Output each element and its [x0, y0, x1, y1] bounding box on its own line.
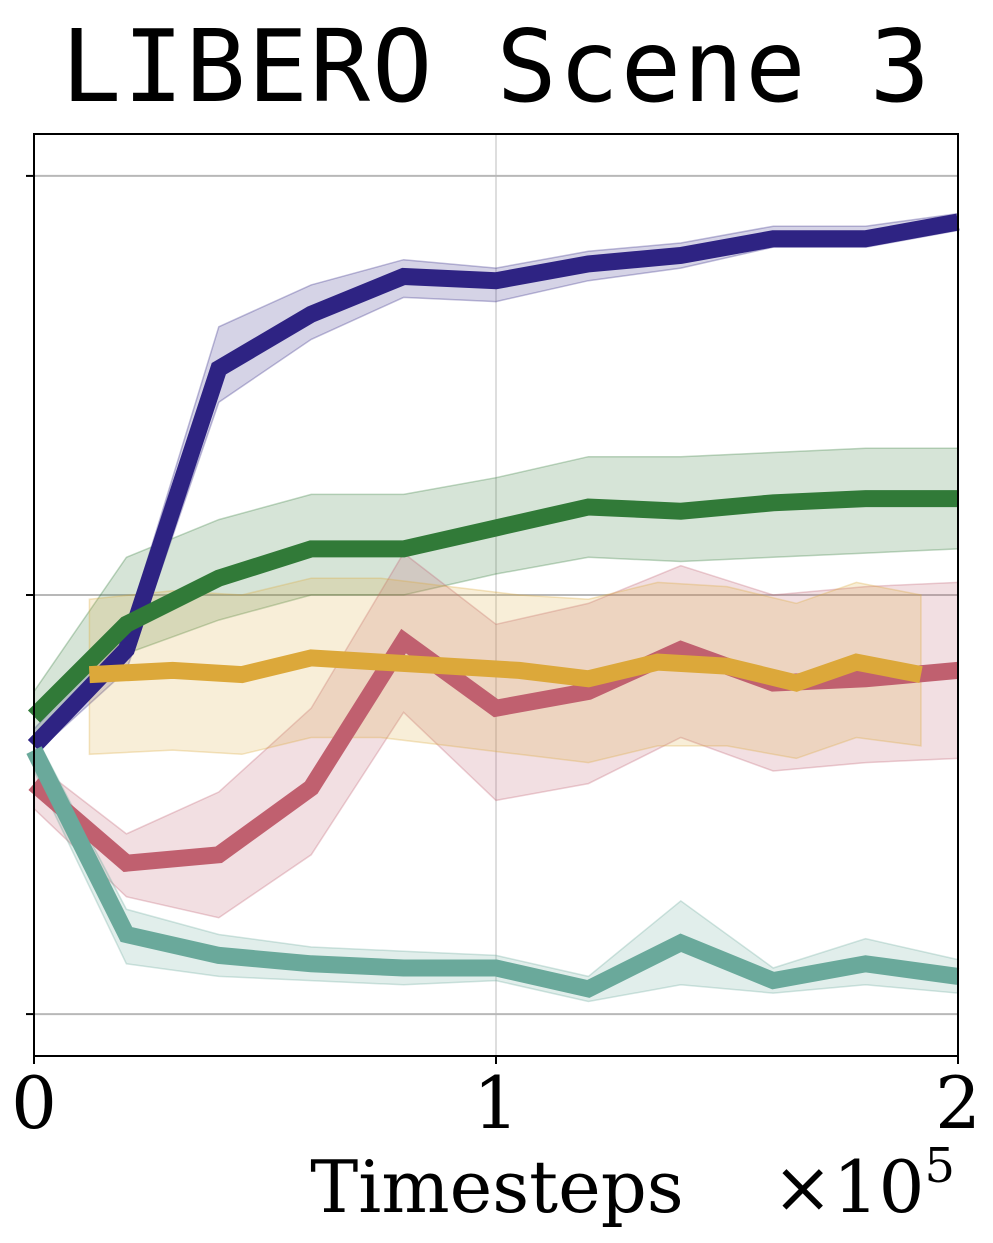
x-tick-label: 1 [473, 1061, 519, 1145]
x-tick-label: 2 [935, 1061, 981, 1145]
series-lines [26, 213, 960, 998]
x-multiplier-label: ×105 [773, 1138, 956, 1229]
x-multiplier-exponent: 5 [924, 1138, 955, 1194]
axis-ticks: 0 1 2 [11, 174, 981, 1145]
x-multiplier-base: ×10 [773, 1145, 925, 1229]
series-line-4 [88, 649, 923, 692]
chart-title: LIBERO Scene 3 [61, 8, 932, 125]
series-line-2 [27, 490, 958, 723]
x-tick-label: 0 [11, 1061, 57, 1145]
series-line-1 [27, 213, 960, 752]
series-line-5 [26, 746, 960, 998]
x-axis-label: Timesteps [310, 1145, 683, 1229]
